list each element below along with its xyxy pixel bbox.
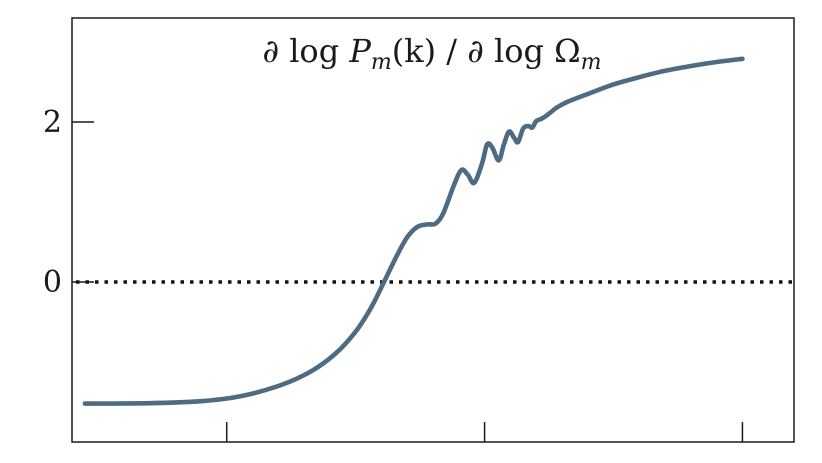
title-p-subscript: m — [371, 50, 392, 75]
series-layer — [82, 56, 745, 406]
axes-layer — [71, 17, 795, 443]
title-omega-subscript: m — [581, 50, 602, 75]
y-tick-label-1: 2 — [43, 105, 62, 140]
title-prefix: ∂ log — [262, 32, 349, 70]
plot-frame — [71, 17, 795, 443]
title-argument: (k) / ∂ log — [392, 32, 554, 70]
y-tick-label-0: 0 — [43, 265, 62, 300]
series-line-0 — [82, 56, 745, 406]
title-p-symbol: P — [348, 32, 371, 70]
title-omega-symbol: Ω — [554, 32, 581, 70]
chart-title: ∂ log Pm(k) / ∂ log Ωm — [262, 32, 601, 75]
labels-layer: 02 — [43, 105, 62, 300]
